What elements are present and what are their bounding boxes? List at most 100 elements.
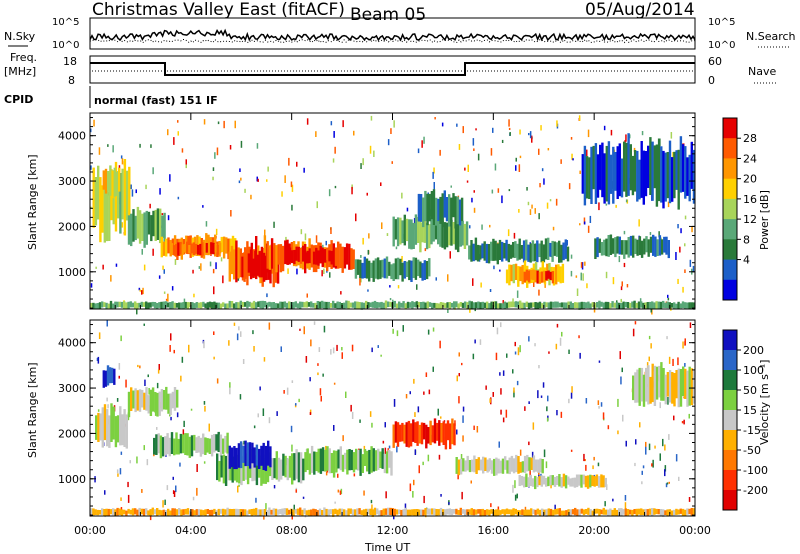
power-cell [101,301,104,308]
velocity-cell [409,509,412,517]
velocity-speckle [505,409,508,418]
power-cell [541,303,544,308]
power-cell [202,301,205,307]
power-cell [247,253,251,273]
velocity-cell [295,449,298,479]
velocity-cell [324,449,327,472]
velocity-speckle [213,356,215,360]
velocity-speckle [309,412,312,415]
power-speckle [193,293,195,298]
velocity-speckle [472,353,475,360]
velocity-cell [514,508,517,515]
velocity-cell [101,407,104,448]
velocity-cell [488,458,491,470]
velocity-cell [178,508,181,515]
station-title: Christmas Valley East (fitACF) [92,0,345,20]
velocity-cell [615,509,619,517]
velocity-speckle [645,446,647,455]
power-cell [136,302,139,309]
power-speckle [287,268,289,274]
velocity-cell [442,421,445,445]
power-cell [336,301,339,309]
power-speckle [677,278,679,284]
power-cell [512,242,515,258]
power-speckle [447,274,449,282]
velocity-cell [109,509,113,515]
velocity-cell [191,509,194,517]
velocity-cell [103,404,107,441]
velocity-cell [600,474,603,488]
power-speckle [432,171,434,179]
power-cell [390,264,393,280]
power-cell [156,303,159,309]
power-cell [92,302,95,310]
power-cell [216,245,220,255]
velocity-speckle [584,459,586,462]
power-cell [365,258,369,279]
velocity-speckle [253,346,255,352]
velocity-speckle [457,472,459,480]
velocity-speckle [157,369,160,374]
power-cell [231,235,235,255]
velocity-cell [263,509,267,515]
power-cell [356,259,360,275]
velocity-cell [260,457,263,486]
velocity-speckle [485,385,487,390]
power-cell [159,208,162,244]
velocity-speckle [137,364,139,368]
velocity-speckle [283,390,285,394]
power-cell [417,259,420,277]
velocity-cell [449,423,452,450]
power-cell [204,303,207,309]
power-cell [455,301,458,308]
power-cell [520,245,524,259]
power-cell [549,301,553,309]
velocity-cell [136,509,139,517]
power-cell [636,239,639,256]
velocity-cell [347,508,350,516]
velocity-speckle [556,410,558,416]
velocity-cell [591,475,594,486]
power-cell [414,257,418,280]
power-cell [439,196,442,224]
velocity-speckle [428,389,431,395]
power-cell [505,269,509,284]
power-cell [410,219,413,250]
power-cell [268,301,271,307]
velocity-cell [134,508,137,515]
power-cell [594,143,598,204]
power-cell [627,133,630,196]
velocity-cell [653,365,657,406]
power-cell [612,146,615,204]
velocity-speckle [578,335,580,339]
power-speckle [447,308,449,313]
power-speckle [223,120,225,129]
power-cell [321,300,324,308]
power-cell [625,240,628,255]
power-cell [613,302,616,308]
power-cell [631,301,634,308]
power-cell [248,301,251,307]
velocity-cell [113,368,116,385]
power-speckle [417,148,420,154]
power-cell [432,189,436,225]
power-cell [392,216,395,247]
power-cell [587,301,590,309]
velocity-cell [589,474,592,488]
velocity-speckle [597,400,600,405]
power-cell [116,301,119,308]
power-cell [605,145,608,202]
power-cell [305,301,308,308]
velocity-speckle [106,320,108,327]
velocity-cell [224,435,227,453]
velocity-speckle [302,496,305,499]
velocity-colorbar-swatch [723,350,737,371]
velocity-speckle [418,465,420,474]
power-cell [127,301,130,309]
velocity-speckle [648,356,650,362]
velocity-speckle [351,344,354,352]
velocity-cell [418,424,421,444]
time-tick-label: 08:00 [276,524,308,537]
velocity-cell [332,509,335,517]
